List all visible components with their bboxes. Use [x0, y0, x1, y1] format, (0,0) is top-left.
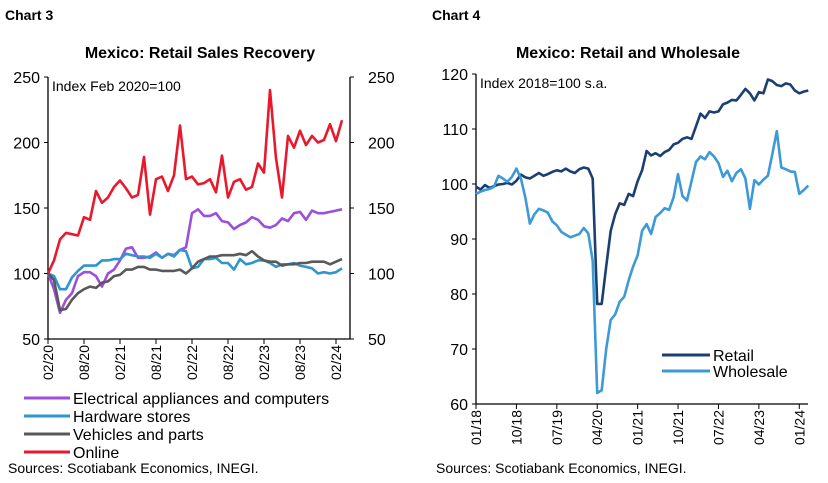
x-tick-label: 07/19: [549, 410, 565, 445]
legend-label: Retail: [713, 348, 754, 365]
x-tick-label: 07/22: [710, 410, 726, 445]
y-tick-label: 200: [13, 136, 40, 153]
x-tick-label: 01/21: [630, 410, 646, 445]
x-tick-label: 08/23: [292, 345, 308, 380]
series-line-hardware-stores: [47, 248, 343, 291]
series-line-electrical-appliances-and-computers: [46, 208, 343, 315]
chart-annotation: Index Feb 2020=100: [52, 78, 181, 94]
x-tick-label: 02/20: [40, 345, 56, 380]
y-tick-label: 90: [450, 232, 468, 249]
x-tick-label: 02/22: [184, 345, 200, 380]
x-tick-label: 02/23: [256, 345, 272, 380]
legend-label: Wholesale: [713, 364, 788, 381]
chart-3-label: Chart 3: [5, 7, 54, 23]
series-line-wholesale: [475, 129, 810, 395]
x-tick-label: 04/20: [589, 410, 605, 445]
chart-4-label: Chart 4: [432, 7, 481, 23]
series-line-online: [46, 88, 344, 275]
legend-label: Online: [73, 445, 119, 462]
y-tick-label: 50: [22, 332, 40, 349]
x-tick-label: 10/21: [670, 410, 686, 445]
x-tick-label: 08/22: [220, 345, 236, 380]
y-tick-label: 120: [441, 67, 468, 84]
x-tick-label: 04/23: [751, 410, 767, 445]
chart-title: Mexico: Retail and Wholesale: [516, 45, 740, 62]
y-tick-label: 70: [450, 342, 468, 359]
chart-title: Mexico: Retail Sales Recovery: [85, 45, 315, 62]
x-tick-label: 01/18: [468, 410, 484, 445]
secondary-y-tick-label: 200: [368, 136, 395, 153]
source-note: Sources: Scotiabank Economics, INEGI.: [436, 460, 687, 476]
legend-label: Vehicles and parts: [73, 427, 204, 444]
secondary-y-tick-label: 150: [368, 201, 395, 218]
secondary-y-tick-label: 250: [368, 70, 395, 87]
y-tick-label: 80: [450, 287, 468, 304]
chart-annotation: Index 2018=100 s.a.: [480, 75, 607, 91]
y-tick-label: 60: [450, 397, 468, 414]
x-tick-label: 02/21: [112, 345, 128, 380]
x-tick-label: 02/24: [328, 345, 344, 380]
y-tick-label: 110: [442, 122, 468, 139]
series-line-vehicles-and-parts: [47, 249, 343, 312]
y-tick-label: 150: [13, 201, 40, 218]
legend-label: Hardware stores: [73, 409, 190, 426]
legend-label: Electrical appliances and computers: [73, 391, 329, 408]
series-line-retail: [475, 78, 809, 306]
secondary-y-tick-label: 100: [368, 267, 395, 284]
y-tick-label: 250: [13, 70, 40, 87]
y-tick-label: 100: [441, 177, 468, 194]
x-tick-label: 08/21: [148, 345, 164, 380]
secondary-y-tick-label: 50: [368, 332, 386, 349]
source-note: Sources: Scotiabank Economics, INEGI.: [8, 460, 259, 476]
x-tick-label: 08/20: [76, 345, 92, 380]
y-tick-label: 100: [13, 267, 40, 284]
x-tick-label: 01/24: [791, 410, 807, 445]
x-tick-label: 10/18: [508, 410, 524, 445]
